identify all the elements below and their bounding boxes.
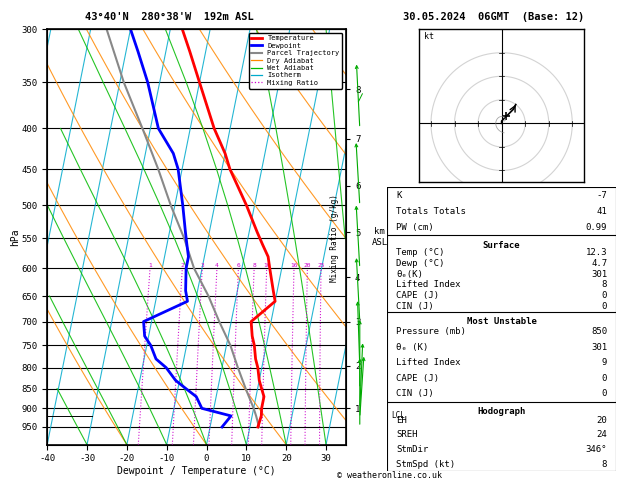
Text: StmSpd (kt): StmSpd (kt) [396,460,455,469]
Text: 1: 1 [148,263,152,268]
Text: 10: 10 [263,263,270,268]
Text: 0: 0 [602,389,607,399]
Text: Lifted Index: Lifted Index [396,358,460,367]
Text: 8: 8 [252,263,256,268]
Text: CIN (J): CIN (J) [396,389,433,399]
Text: 301: 301 [591,270,607,278]
X-axis label: Dewpoint / Temperature (°C): Dewpoint / Temperature (°C) [117,466,276,476]
Text: CAPE (J): CAPE (J) [396,292,439,300]
Text: 301: 301 [591,343,607,351]
Text: Most Unstable: Most Unstable [467,317,537,326]
Text: 4: 4 [215,263,219,268]
Text: Surface: Surface [483,241,520,249]
Text: θₑ(K): θₑ(K) [396,270,423,278]
Text: Totals Totals: Totals Totals [396,207,466,216]
Text: LCL: LCL [391,412,404,420]
Legend: Temperature, Dewpoint, Parcel Trajectory, Dry Adiabat, Wet Adiabat, Isotherm, Mi: Temperature, Dewpoint, Parcel Trajectory… [248,33,342,88]
Text: PW (cm): PW (cm) [396,223,433,232]
Text: Temp (°C): Temp (°C) [396,248,445,257]
Text: CIN (J): CIN (J) [396,302,433,311]
Text: 3: 3 [201,263,204,268]
Text: 41: 41 [596,207,607,216]
Text: 0.99: 0.99 [586,223,607,232]
Text: Hodograph: Hodograph [477,407,526,416]
Text: 4.7: 4.7 [591,259,607,268]
Text: 9: 9 [602,358,607,367]
Text: CAPE (J): CAPE (J) [396,374,439,383]
Text: 2: 2 [181,263,184,268]
Text: StmDir: StmDir [396,445,428,454]
Text: 0: 0 [602,374,607,383]
Text: 30.05.2024  06GMT  (Base: 12): 30.05.2024 06GMT (Base: 12) [403,12,584,22]
Text: θₑ (K): θₑ (K) [396,343,428,351]
Text: kt: kt [424,32,434,40]
Text: 20: 20 [596,416,607,425]
Text: K: K [396,191,401,200]
Text: 16: 16 [290,263,298,268]
Text: 24: 24 [596,431,607,439]
Text: 20: 20 [304,263,311,268]
Text: 6: 6 [237,263,240,268]
Text: 8: 8 [602,280,607,290]
Text: Pressure (mb): Pressure (mb) [396,327,466,336]
Text: © weatheronline.co.uk: © weatheronline.co.uk [338,471,442,480]
Text: 850: 850 [591,327,607,336]
Y-axis label: km
ASL: km ASL [372,227,388,246]
Text: Mixing Ratio (g/kg): Mixing Ratio (g/kg) [330,194,339,282]
Text: -7: -7 [596,191,607,200]
Text: 0: 0 [602,292,607,300]
Text: 0: 0 [602,302,607,311]
Y-axis label: hPa: hPa [10,228,20,246]
Text: EH: EH [396,416,407,425]
Text: 346°: 346° [586,445,607,454]
Text: SREH: SREH [396,431,418,439]
Text: 8: 8 [602,460,607,469]
Text: 25: 25 [317,263,325,268]
Text: Lifted Index: Lifted Index [396,280,460,290]
Text: 43°40'N  280°38'W  192m ASL: 43°40'N 280°38'W 192m ASL [86,12,254,22]
Text: Dewp (°C): Dewp (°C) [396,259,445,268]
Text: 12.3: 12.3 [586,248,607,257]
